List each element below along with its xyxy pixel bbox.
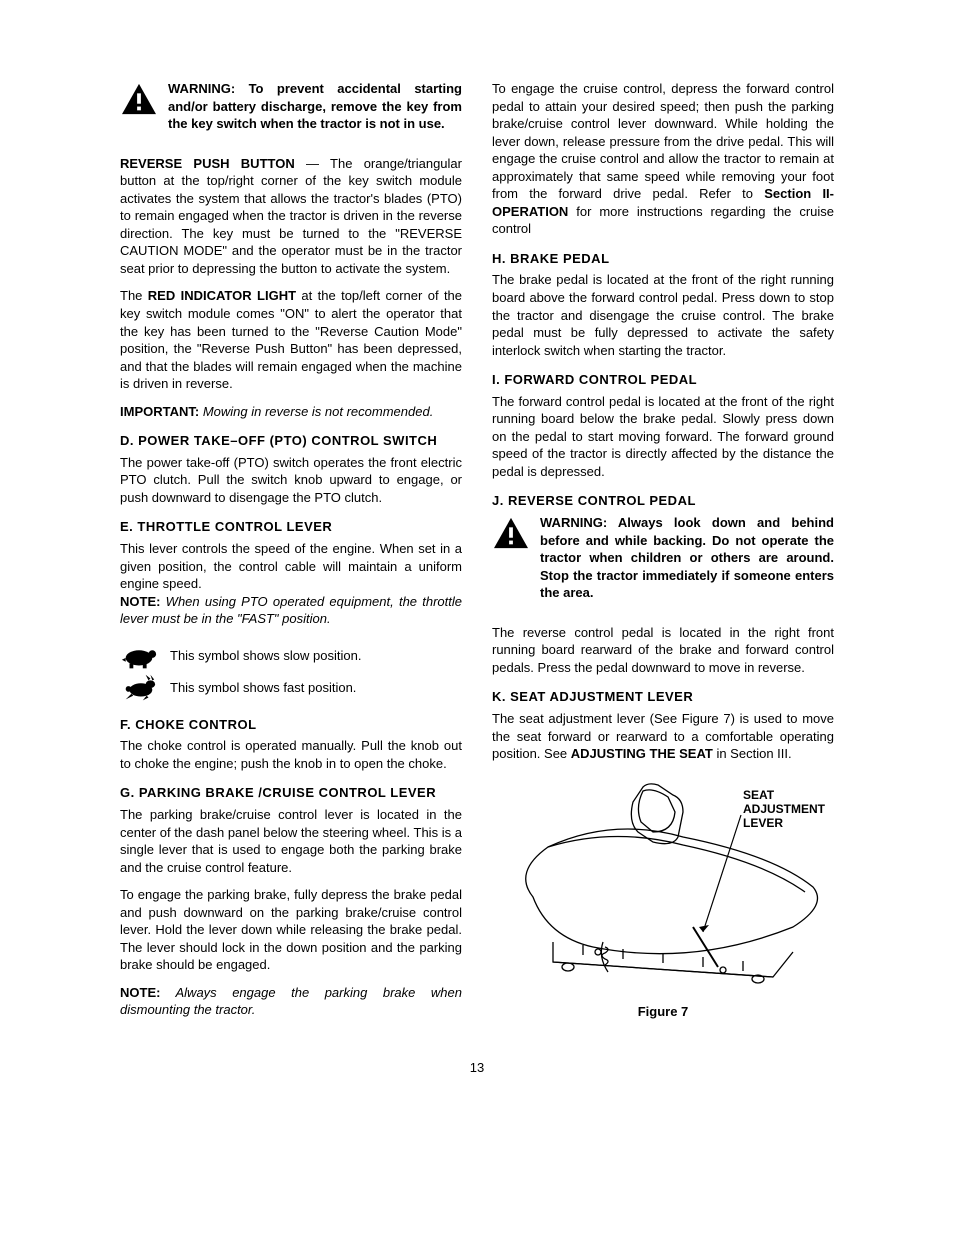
section-f-body: The choke control is operated manually. … — [120, 737, 462, 772]
red-indicator-post: at the top/left corner of the key switch… — [120, 288, 462, 391]
heading-g: G. PARKING BRAKE /CRUISE CONTROL LEVER — [120, 784, 462, 802]
warning-block-1: WARNING: To prevent accidental starting … — [120, 80, 462, 143]
heading-i: I. FORWARD CONTROL PEDAL — [492, 371, 834, 389]
reverse-push-button-paragraph: REVERSE PUSH BUTTON — The orange/triangu… — [120, 155, 462, 278]
warning-block-2: WARNING: Always look down and behind bef… — [492, 514, 834, 612]
important-text: Mowing in reverse is not recommended. — [199, 404, 433, 419]
reverse-push-button-label: REVERSE PUSH BUTTON — [120, 156, 295, 171]
fast-symbol-text: This symbol shows fast position. — [170, 679, 356, 697]
cruise-pre: To engage the cruise control, depress th… — [492, 81, 834, 201]
heading-h: H. BRAKE PEDAL — [492, 250, 834, 268]
fig-label-1: SEAT — [743, 788, 775, 802]
warning-1-text: WARNING: To prevent accidental starting … — [168, 80, 462, 133]
section-j-body: The reverse control pedal is located in … — [492, 624, 834, 677]
figure-7: SEAT ADJUSTMENT LEVER Figure 7 — [492, 777, 834, 1021]
important-line: IMPORTANT: Mowing in reverse is not reco… — [120, 403, 462, 421]
heading-e: E. THROTTLE CONTROL LEVER — [120, 518, 462, 536]
section-g-note: NOTE: Always engage the parking brake wh… — [120, 984, 462, 1019]
warning-icon — [492, 516, 530, 550]
section-i-body: The forward control pedal is located at … — [492, 393, 834, 481]
seat-diagram: SEAT ADJUSTMENT LEVER — [493, 777, 833, 997]
red-indicator-bold: RED INDICATOR LIGHT — [148, 288, 296, 303]
heading-f: F. CHOKE CONTROL — [120, 716, 462, 734]
section-e-body: This lever controls the speed of the eng… — [120, 540, 462, 593]
left-column: WARNING: To prevent accidental starting … — [120, 80, 462, 1029]
page-number: 13 — [120, 1059, 834, 1077]
section-g-p1: The parking brake/cruise control lever i… — [120, 806, 462, 876]
figure-7-caption: Figure 7 — [492, 1003, 834, 1021]
note-g-text: Always engage the parking brake when dis… — [120, 985, 462, 1018]
fast-symbol-row: This symbol shows fast position. — [120, 674, 462, 702]
important-label: IMPORTANT: — [120, 404, 199, 419]
fig-label-2: ADJUSTMENT — [743, 802, 826, 816]
section-k-bold: ADJUSTING THE SEAT — [571, 746, 713, 761]
red-indicator-paragraph: The RED INDICATOR LIGHT at the top/left … — [120, 287, 462, 392]
slow-symbol-row: This symbol shows slow position. — [120, 642, 462, 670]
section-k-body: The seat adjustment lever (See Figure 7)… — [492, 710, 834, 763]
warning-icon — [120, 82, 158, 116]
warning-2-text: WARNING: Always look down and behind bef… — [540, 514, 834, 602]
right-column: To engage the cruise control, depress th… — [492, 80, 834, 1029]
section-h-body: The brake pedal is located at the front … — [492, 271, 834, 359]
section-d-body: The power take-off (PTO) switch operates… — [120, 454, 462, 507]
reverse-push-button-body: — The orange/triangular button at the to… — [120, 156, 462, 276]
heading-d: D. POWER TAKE–OFF (PTO) CONTROL SWITCH — [120, 432, 462, 450]
fig-label-3: LEVER — [743, 816, 783, 830]
turtle-icon — [120, 642, 158, 670]
two-column-layout: WARNING: To prevent accidental starting … — [120, 80, 834, 1029]
note-e-label: NOTE: — [120, 594, 160, 609]
rabbit-icon — [120, 674, 158, 702]
note-g-label: NOTE: — [120, 985, 160, 1000]
note-e-text: When using PTO operated equipment, the t… — [120, 594, 462, 627]
slow-symbol-text: This symbol shows slow position. — [170, 647, 361, 665]
section-g-p2: To engage the parking brake, fully depre… — [120, 886, 462, 974]
section-k-post: in Section III. — [713, 746, 792, 761]
cruise-paragraph: To engage the cruise control, depress th… — [492, 80, 834, 238]
red-indicator-pre: The — [120, 288, 148, 303]
heading-k: K. SEAT ADJUSTMENT LEVER — [492, 688, 834, 706]
heading-j: J. REVERSE CONTROL PEDAL — [492, 492, 834, 510]
section-e-note: NOTE: When using PTO operated equipment,… — [120, 593, 462, 628]
